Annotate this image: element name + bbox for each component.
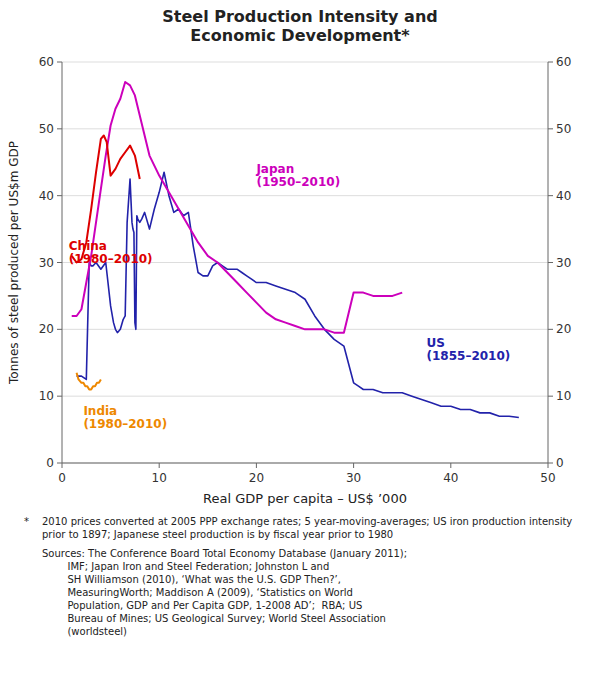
- footnote-text: Sources: The Conference Board Total Econ…: [42, 547, 407, 638]
- x-tick: [159, 463, 160, 468]
- y2-tick: [548, 396, 553, 397]
- x-tick: [256, 463, 257, 468]
- footnote-marker: *: [24, 515, 42, 541]
- y2-tick-label: 30: [556, 256, 571, 270]
- x-tick-label: 40: [443, 471, 458, 485]
- series-annotation: China(1980–2010): [69, 239, 153, 266]
- text-line: Japan: [255, 162, 294, 176]
- text-line: Economic Development*: [190, 26, 410, 45]
- y-tick: [57, 62, 62, 63]
- y-tick-label: 10: [39, 389, 54, 403]
- grid-line: [62, 128, 548, 129]
- x-tick: [450, 463, 451, 468]
- text-line: Steel Production Intensity and: [162, 7, 437, 26]
- grid-line: [62, 396, 548, 397]
- grid-line: [62, 463, 548, 464]
- y-tick: [57, 128, 62, 129]
- footnotes: *2010 prices converted at 2005 PPP excha…: [0, 515, 600, 638]
- text-line: (1855–2010): [427, 349, 511, 363]
- x-axis-label: Real GDP per capita – US$ ’000: [203, 491, 407, 506]
- y2-tick: [548, 62, 553, 63]
- x-axis-line: [62, 463, 548, 464]
- y-tick-label: 50: [39, 122, 54, 136]
- plot-area: [72, 82, 519, 418]
- y-tick: [57, 396, 62, 397]
- grid-line: [62, 62, 548, 63]
- footnote: Sources: The Conference Board Total Econ…: [24, 547, 580, 638]
- y2-tick: [548, 329, 553, 330]
- x-tick-label: 0: [58, 471, 66, 485]
- y2-tick-label: 60: [556, 55, 571, 69]
- text-line: (1980–2010): [83, 417, 167, 431]
- x-tick-label: 30: [346, 471, 361, 485]
- series-line: [77, 172, 519, 417]
- y2-tick-label: 10: [556, 389, 571, 403]
- y-axis-label: Tonnes of steel produced per US$m GDP: [7, 141, 21, 385]
- page: {"chart_data": {"type": "line", "title":…: [0, 0, 600, 680]
- series-annotation: US(1855–2010): [427, 336, 511, 363]
- y-tick: [57, 195, 62, 196]
- grid-line: [62, 195, 548, 196]
- title: Steel Production Intensity andEconomic D…: [162, 7, 437, 45]
- chart: Steel Production Intensity andEconomic D…: [0, 0, 600, 515]
- series-line: [77, 373, 101, 390]
- x-tick: [353, 463, 354, 468]
- x-tick-label: 50: [540, 471, 555, 485]
- y-tick-label: 40: [39, 189, 54, 203]
- footnote-text: 2010 prices converted at 2005 PPP exchan…: [42, 515, 580, 541]
- y-tick-label: 0: [46, 456, 54, 470]
- y2-tick-label: 40: [556, 189, 571, 203]
- series-line: [72, 82, 402, 333]
- text-line: US: [427, 336, 445, 350]
- y2-tick-label: 0: [556, 456, 564, 470]
- y2-tick: [548, 463, 553, 464]
- series-annotation: Japan(1950–2010): [255, 162, 340, 189]
- y2-tick-label: 50: [556, 122, 571, 136]
- y2-tick-label: 20: [556, 322, 571, 336]
- y2-tick: [548, 195, 553, 196]
- x-tick-label: 20: [249, 471, 264, 485]
- y2-tick: [548, 262, 553, 263]
- text-line: China: [69, 239, 107, 253]
- x-tick: [548, 463, 549, 468]
- text-line: (1950–2010): [256, 175, 340, 189]
- x-tick: [62, 463, 63, 468]
- y-tick-label: 30: [39, 256, 54, 270]
- y-tick: [57, 463, 62, 464]
- series-annotation: India(1980–2010): [83, 404, 167, 431]
- text-line: (1980–2010): [69, 252, 153, 266]
- y2-tick: [548, 128, 553, 129]
- y-tick: [57, 329, 62, 330]
- text-line: India: [83, 404, 117, 418]
- y-tick-label: 20: [39, 322, 54, 336]
- y-tick-label: 60: [39, 55, 54, 69]
- footnote: *2010 prices converted at 2005 PPP excha…: [24, 515, 580, 541]
- y-tick: [57, 262, 62, 263]
- x-tick-label: 10: [152, 471, 167, 485]
- footnote-marker: [24, 547, 42, 638]
